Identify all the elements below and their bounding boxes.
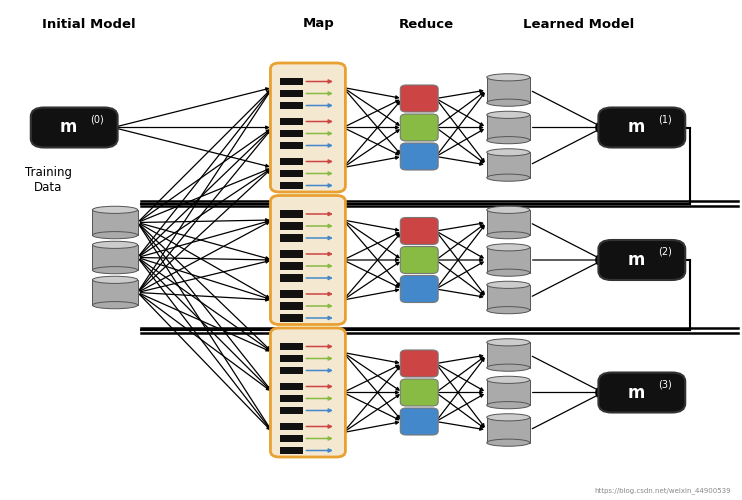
Bar xyxy=(280,182,303,189)
Bar xyxy=(93,245,137,270)
FancyBboxPatch shape xyxy=(401,114,438,141)
Ellipse shape xyxy=(487,99,530,106)
Bar xyxy=(93,210,137,235)
Ellipse shape xyxy=(487,439,530,446)
Ellipse shape xyxy=(487,232,530,239)
FancyBboxPatch shape xyxy=(401,143,438,170)
Ellipse shape xyxy=(487,364,530,371)
Bar xyxy=(280,78,303,85)
Bar xyxy=(280,383,303,390)
Bar xyxy=(487,285,530,310)
Bar xyxy=(280,262,303,270)
Bar xyxy=(280,102,303,109)
Text: (2): (2) xyxy=(658,247,672,257)
FancyBboxPatch shape xyxy=(401,350,438,377)
Text: Initial Model: Initial Model xyxy=(42,18,136,30)
Bar xyxy=(280,367,303,374)
Ellipse shape xyxy=(93,206,137,214)
Bar xyxy=(280,447,303,454)
Bar xyxy=(487,115,530,140)
Bar xyxy=(280,423,303,430)
Ellipse shape xyxy=(487,112,530,118)
Bar xyxy=(280,343,303,350)
Bar xyxy=(280,250,303,258)
Ellipse shape xyxy=(487,414,530,421)
Bar xyxy=(280,118,303,125)
FancyBboxPatch shape xyxy=(271,196,346,324)
Ellipse shape xyxy=(93,276,137,283)
Ellipse shape xyxy=(487,74,530,81)
Bar xyxy=(280,158,303,165)
Bar xyxy=(280,142,303,149)
FancyBboxPatch shape xyxy=(271,328,346,457)
Text: m: m xyxy=(627,384,645,402)
Text: m: m xyxy=(627,251,645,269)
Ellipse shape xyxy=(93,302,137,309)
Bar xyxy=(280,407,303,414)
FancyBboxPatch shape xyxy=(401,408,438,435)
Text: (3): (3) xyxy=(658,380,672,390)
Ellipse shape xyxy=(93,242,137,248)
Bar xyxy=(487,418,530,442)
FancyBboxPatch shape xyxy=(31,108,117,148)
Text: m: m xyxy=(59,118,77,136)
Bar xyxy=(280,435,303,442)
Bar xyxy=(487,152,530,178)
Bar xyxy=(280,314,303,322)
Bar xyxy=(487,78,530,102)
Ellipse shape xyxy=(487,174,530,181)
Bar xyxy=(487,380,530,405)
Ellipse shape xyxy=(487,136,530,144)
Bar xyxy=(280,234,303,242)
Text: Learned Model: Learned Model xyxy=(523,18,634,30)
Bar xyxy=(280,355,303,362)
Bar xyxy=(280,222,303,230)
Ellipse shape xyxy=(487,306,530,314)
Text: https://blog.csdn.net/weixin_44900539: https://blog.csdn.net/weixin_44900539 xyxy=(594,487,731,494)
FancyBboxPatch shape xyxy=(401,276,438,302)
Bar xyxy=(280,290,303,298)
Bar xyxy=(487,248,530,272)
Ellipse shape xyxy=(487,149,530,156)
Bar xyxy=(280,210,303,218)
FancyBboxPatch shape xyxy=(401,85,438,112)
Ellipse shape xyxy=(93,232,137,238)
Text: (1): (1) xyxy=(658,114,672,124)
Text: Training
Data: Training Data xyxy=(24,166,72,194)
Bar xyxy=(280,395,303,402)
Bar xyxy=(487,342,530,367)
Ellipse shape xyxy=(93,266,137,274)
FancyBboxPatch shape xyxy=(401,246,438,274)
FancyBboxPatch shape xyxy=(598,240,686,280)
Ellipse shape xyxy=(487,402,530,409)
Bar xyxy=(280,130,303,137)
FancyBboxPatch shape xyxy=(598,372,686,412)
Ellipse shape xyxy=(487,206,530,214)
Ellipse shape xyxy=(487,244,530,251)
Bar xyxy=(280,90,303,97)
Ellipse shape xyxy=(487,376,530,384)
FancyBboxPatch shape xyxy=(401,218,438,244)
Ellipse shape xyxy=(487,269,530,276)
Ellipse shape xyxy=(487,339,530,346)
FancyBboxPatch shape xyxy=(401,379,438,406)
Ellipse shape xyxy=(487,281,530,288)
Text: m: m xyxy=(627,118,645,136)
Bar xyxy=(280,170,303,177)
Text: Map: Map xyxy=(303,18,335,30)
Bar xyxy=(487,210,530,235)
Text: Reduce: Reduce xyxy=(399,18,454,30)
Bar xyxy=(93,280,137,305)
FancyBboxPatch shape xyxy=(271,63,346,192)
Bar xyxy=(280,302,303,310)
Bar xyxy=(280,274,303,281)
Text: (0): (0) xyxy=(91,114,105,124)
FancyBboxPatch shape xyxy=(598,108,686,148)
